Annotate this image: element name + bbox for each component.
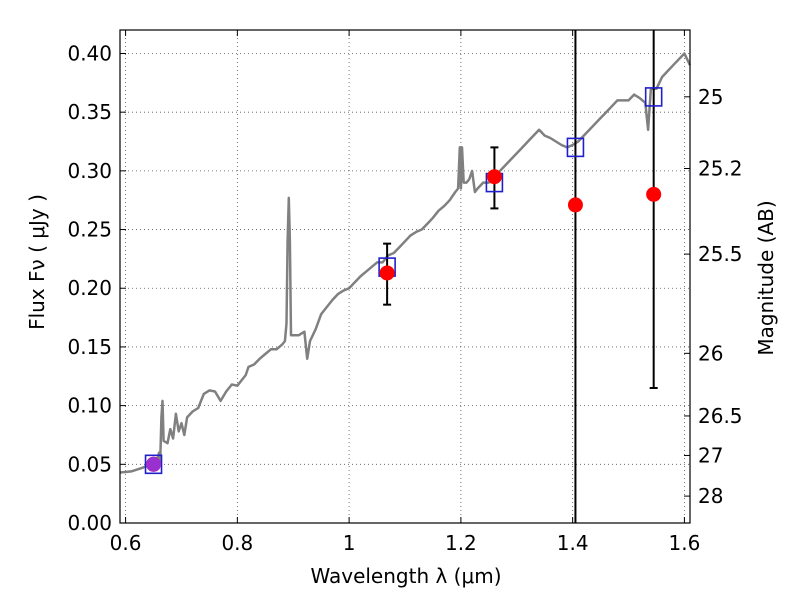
observed-photometry-points (146, 169, 662, 472)
x-tick-label: 0.8 (221, 531, 253, 555)
model-square-marker (566, 137, 585, 158)
x-tick-label: 1.2 (445, 531, 477, 555)
y-axis: 0.00 0.05 0.10 0.15 0.20 0.25 0.30 0.35 0.40 (67, 41, 126, 535)
y-tick-label: 0.40 (67, 41, 112, 65)
y-tick-label: 0.10 (67, 394, 112, 418)
x-tick-label: 1.6 (669, 531, 701, 555)
data-point (146, 456, 162, 472)
y2-axis-label: Magnitude (AB) (754, 200, 778, 355)
y-axis-label: Flux Fν ( μJy ) (25, 194, 49, 330)
y-tick-label: 0.00 (67, 511, 112, 535)
model-square-marker (144, 454, 163, 475)
y2-tick-label: 26.5 (698, 404, 743, 428)
data-point (486, 169, 502, 185)
y-tick-label: 0.35 (67, 100, 112, 124)
y-tick-label: 0.05 (67, 452, 112, 476)
x-axis: 0.6 0.8 1 1.2 1.4 1.6 (110, 30, 701, 555)
y2-axis: 25 25.2 25.5 26 26.5 27 28 (684, 85, 743, 508)
y2-tick-label: 26 (698, 341, 723, 365)
model-square-marker (644, 87, 663, 107)
x-tick-label: 0.6 (110, 531, 142, 555)
grid (120, 30, 690, 524)
y2-tick-label: 28 (698, 484, 723, 508)
y-tick-label: 0.15 (67, 335, 112, 359)
y2-tick-label: 25 (698, 85, 723, 109)
model-photometry-squares (144, 87, 663, 475)
model-spectrum (119, 52, 692, 474)
y-tick-label: 0.25 (67, 218, 112, 242)
data-point (646, 186, 662, 202)
x-tick-label: 1.4 (557, 531, 589, 555)
x-axis-label: Wavelength λ (μm) (310, 564, 501, 588)
spectrum-line (119, 52, 692, 474)
data-point (567, 197, 583, 213)
y-tick-label: 0.20 (67, 276, 112, 300)
plot-frame (119, 29, 691, 524)
error-bars (149, 30, 658, 523)
y2-tick-label: 25.2 (698, 157, 743, 181)
y2-tick-label: 27 (698, 443, 723, 467)
y-tick-label: 0.30 (67, 159, 112, 183)
y2-tick-label: 25.5 (698, 242, 743, 266)
x-tick-label: 1 (343, 531, 356, 555)
data-point (379, 265, 395, 281)
